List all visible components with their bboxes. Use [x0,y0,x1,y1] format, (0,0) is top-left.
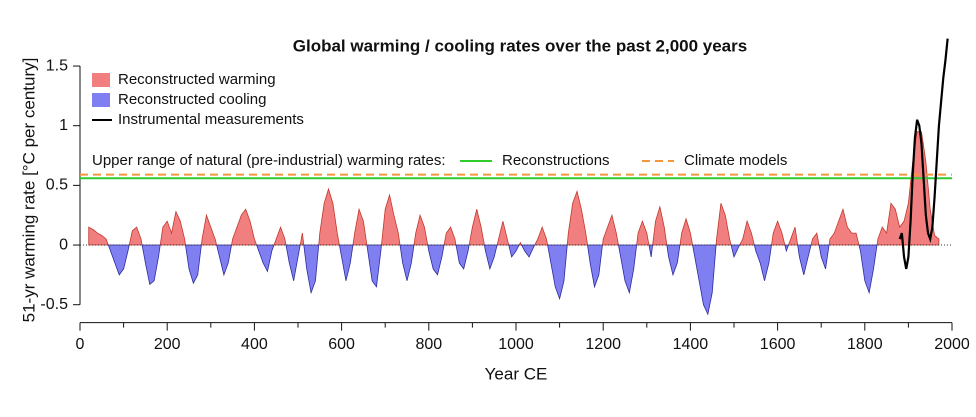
area-segment [159,210,186,246]
area-segment [128,226,143,246]
area-segment [679,217,694,246]
area-segment [730,244,741,259]
area-segment [399,244,415,281]
area-segment [352,207,368,246]
area-segment [518,241,523,246]
x-tick-label: 2000 [934,336,970,353]
area-segment [468,209,485,246]
area-segment [818,244,830,270]
area-segment [547,244,568,301]
area-segment [200,213,218,246]
x-tick-label: 800 [415,336,442,353]
area-segment [828,207,860,246]
x-tick-label: 200 [154,336,181,353]
y-tick-label: -0.5 [40,296,68,313]
area-segment [753,244,772,281]
y-axis-title: 51-yr warming rate [°C per century] [19,58,38,323]
y-tick-label: 1.5 [46,57,68,74]
x-tick-label: 0 [76,336,85,353]
chart-title: Global warming / cooling rates over the … [293,36,747,55]
area-segment [107,244,130,276]
area-segment [366,244,382,288]
x-axis-title: Year CE [485,364,548,383]
area-segment [636,220,650,246]
x-tick-label: 1200 [585,336,621,353]
area-segment [273,225,287,246]
area-segment [787,226,799,246]
y-tick-label: 0.5 [46,177,68,194]
area-segment [483,244,498,271]
annotation: Upper range of natural (pre-industrial) … [92,152,446,169]
area-segment [285,244,301,281]
area-segment [652,205,668,246]
area-segment [231,208,258,246]
legend-swatch [92,93,110,107]
legend-label: Climate models [684,152,787,169]
area-segment [303,244,320,295]
legend-label: Reconstructed cooling [118,91,266,108]
area-segment [455,244,470,270]
area-segment [797,244,812,275]
area-segment [141,244,161,286]
x-tick-label: 1600 [760,336,796,353]
area-segment [692,244,717,316]
area-segment [508,244,520,258]
area-segment [771,220,786,246]
area-segment [784,244,790,253]
area-segment [858,244,878,295]
area-segment [810,232,820,246]
area-segment [587,244,603,289]
x-tick-label: 400 [241,336,268,353]
area-segment [256,244,275,273]
area-segment [216,244,232,277]
legend-label: Reconstructed warming [118,71,276,88]
area-segment [566,189,588,246]
area-segment [602,213,619,246]
area-segment [413,213,429,246]
area-segment [185,244,202,285]
instrumental-line [898,38,949,270]
y-tick-label: 1 [59,117,68,134]
x-tick-label: 600 [328,336,355,353]
area-segment [738,219,755,246]
x-tick-label: 1800 [847,336,883,353]
area-segment [534,225,549,246]
legend-swatch [92,73,110,87]
area-segment [876,131,940,246]
area-segment [299,233,305,246]
area-segment [318,187,340,246]
legend-label: Reconstructions [502,152,610,169]
area-segment [381,193,401,246]
x-tick-label: 1000 [498,336,534,353]
area-segment [617,244,638,295]
legend-label: Instrumental measurements [118,111,304,128]
area-segment [427,244,445,276]
area-segment [443,226,457,246]
area-segment [520,244,536,258]
y-tick-label: 0 [59,236,68,253]
area-segment [715,203,732,246]
area-segment [88,226,109,246]
area-segment [338,244,354,281]
area-segment [666,244,681,277]
x-tick-label: 1400 [673,336,709,353]
area-segment [496,221,510,246]
area-segment [648,244,654,258]
